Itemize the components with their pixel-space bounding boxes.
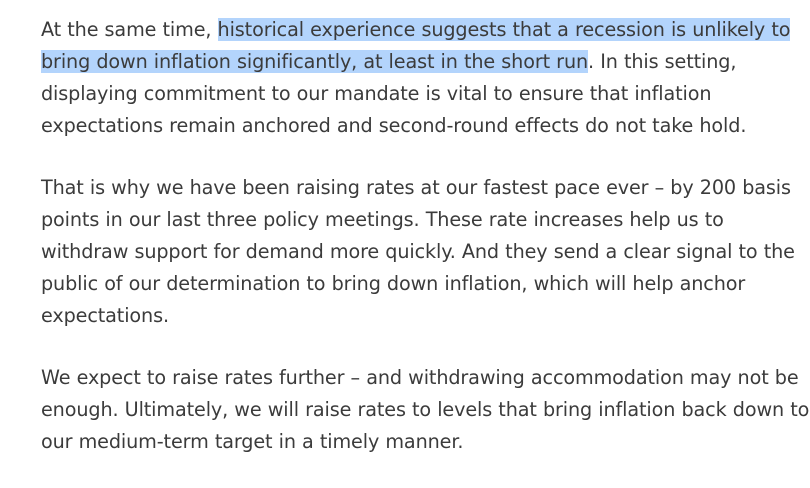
paragraph-2: That is why we have been raising rates a… (41, 176, 795, 327)
paragraph-1-lead-text: At the same time, (41, 18, 218, 41)
paragraph-1-trailing-text: . In this setting, displaying commitment… (41, 50, 747, 137)
paragraph-1: At the same time, historical experience … (41, 14, 810, 142)
article-body: At the same time, historical experience … (41, 14, 810, 488)
paragraph-3: We expect to raise rates further – and w… (41, 366, 810, 453)
